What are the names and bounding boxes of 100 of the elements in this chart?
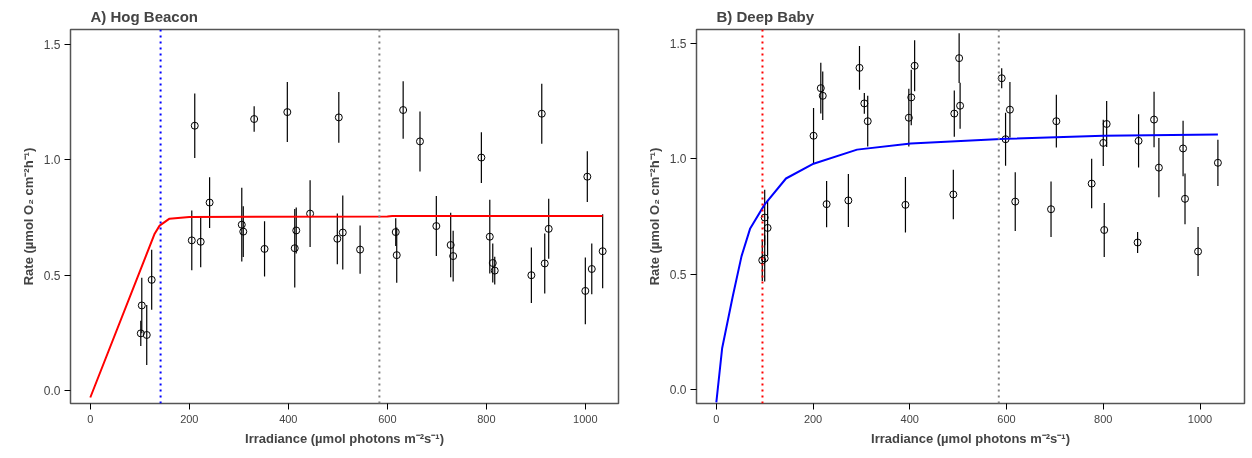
x-tick-label: 800 — [477, 412, 496, 425]
point — [190, 121, 199, 130]
chart-title: B) Deep Baby — [716, 7, 815, 25]
point — [1047, 205, 1056, 214]
point — [1052, 117, 1061, 126]
point — [250, 115, 259, 124]
point — [1154, 163, 1163, 172]
y-tick-label: 1.5 — [43, 38, 61, 52]
point — [1194, 247, 1203, 256]
point — [997, 74, 1006, 83]
point — [260, 244, 269, 253]
point — [334, 113, 343, 122]
point — [598, 247, 607, 256]
chart-title: A) Hog Beacon — [90, 7, 199, 25]
y-tick-label: 0.5 — [669, 267, 687, 282]
point — [415, 137, 424, 146]
x-tick-label: 0 — [713, 412, 720, 425]
point — [196, 237, 205, 246]
point — [142, 330, 151, 339]
point — [391, 228, 400, 237]
x-tick-label: 600 — [997, 412, 1016, 425]
point — [333, 234, 342, 243]
point — [477, 153, 486, 162]
point — [205, 198, 214, 207]
point — [1102, 119, 1111, 128]
point — [147, 275, 156, 284]
point — [338, 228, 347, 237]
point — [863, 117, 872, 126]
point — [816, 84, 825, 93]
point — [432, 222, 441, 231]
x-axis-title: Irradiance (µmol photons m⁻²s⁻¹) — [245, 430, 444, 446]
point — [237, 220, 246, 229]
point — [581, 286, 590, 295]
point — [1099, 138, 1108, 147]
point — [587, 265, 596, 273]
point — [488, 259, 497, 267]
point — [1181, 194, 1190, 203]
y-axis-title: Rate (µmol O₂ cm⁻²h⁻¹) — [646, 147, 662, 286]
line-series — [715, 133, 1219, 404]
point — [356, 245, 365, 254]
point — [540, 259, 549, 268]
point — [1133, 238, 1142, 247]
point — [950, 109, 959, 118]
x-tick-label: 800 — [1094, 412, 1113, 425]
point — [1005, 105, 1014, 114]
x-axis-title: Irradiance (µmol photons m⁻²s⁻¹) — [871, 430, 1070, 446]
point — [860, 99, 869, 108]
x-tick-label: 400 — [900, 412, 919, 425]
point — [544, 224, 553, 233]
point — [818, 91, 827, 100]
y-tick-label: 0.0 — [669, 383, 687, 398]
x-tick-label: 200 — [803, 412, 823, 425]
point — [283, 108, 292, 117]
point — [910, 61, 919, 70]
point — [1011, 197, 1020, 206]
point — [901, 200, 910, 209]
x-tick-label: 1000 — [573, 412, 598, 425]
y-axis-title: Rate (µmol O₂ cm⁻²h⁻¹) — [20, 147, 36, 286]
point — [1150, 115, 1159, 124]
y-tick-label: 1.0 — [43, 153, 61, 168]
point — [485, 232, 494, 241]
point — [907, 93, 916, 102]
x-tick-label: 400 — [279, 412, 298, 425]
x-tick-label: 200 — [180, 412, 199, 425]
point — [1179, 144, 1188, 153]
point — [290, 244, 299, 253]
point — [809, 131, 818, 140]
point — [855, 63, 864, 72]
point — [822, 200, 831, 209]
point — [292, 226, 301, 235]
point — [955, 54, 964, 63]
y-tick-label: 1.5 — [669, 36, 687, 51]
point — [490, 266, 499, 275]
y-tick-label: 0.0 — [43, 384, 61, 399]
point — [763, 223, 772, 232]
point — [760, 213, 769, 222]
x-tick-label: 600 — [378, 412, 397, 425]
point — [449, 252, 458, 261]
point — [239, 227, 248, 236]
point — [904, 113, 913, 122]
point — [392, 251, 401, 260]
point — [844, 196, 853, 205]
point — [1213, 158, 1222, 167]
line-series — [89, 214, 604, 399]
point — [187, 236, 196, 245]
point — [1134, 136, 1143, 145]
point — [399, 106, 408, 115]
point — [583, 172, 592, 181]
point — [949, 190, 958, 199]
point — [956, 101, 965, 110]
point — [306, 209, 315, 218]
point — [1087, 179, 1096, 188]
x-tick-label: 0 — [87, 412, 94, 425]
point — [537, 109, 546, 118]
y-tick-label: 1.0 — [669, 152, 687, 167]
y-tick-label: 0.5 — [43, 268, 61, 283]
point — [446, 241, 455, 249]
point — [1100, 226, 1109, 235]
x-tick-label: 1000 — [1187, 412, 1213, 425]
point — [527, 271, 536, 280]
